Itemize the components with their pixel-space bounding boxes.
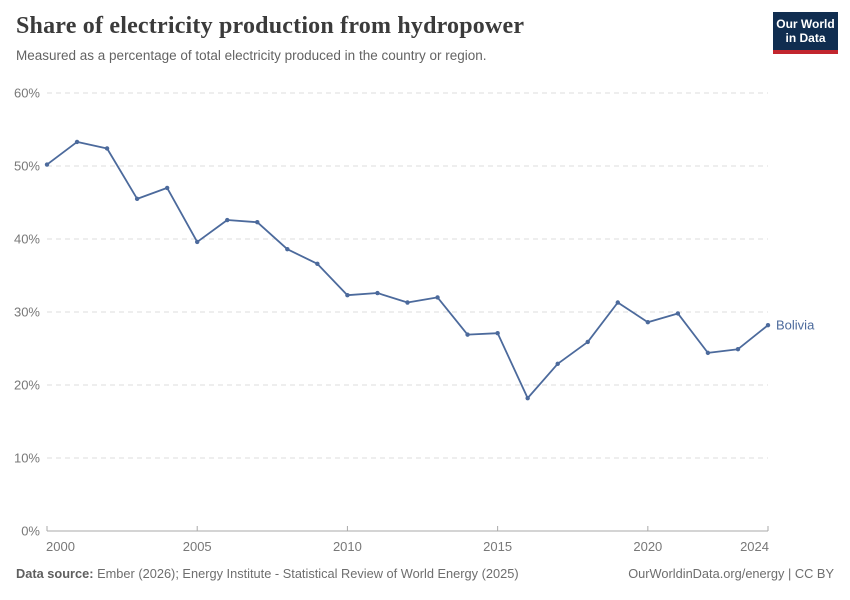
data-point[interactable] (465, 332, 470, 337)
data-point[interactable] (705, 350, 711, 356)
series-label[interactable]: Bolivia (776, 318, 815, 333)
y-axis-label: 40% (14, 232, 40, 247)
data-point[interactable] (615, 300, 620, 305)
data-point[interactable] (735, 347, 741, 352)
series-line[interactable] (46, 141, 769, 400)
data-point[interactable] (645, 320, 651, 325)
data-point[interactable] (555, 361, 560, 367)
data-point[interactable] (495, 330, 500, 336)
data-source-label: Data source: (16, 566, 94, 581)
x-axis-label: 2010 (333, 539, 362, 554)
chart-subtitle: Measured as a percentage of total electr… (16, 47, 487, 63)
data-point[interactable] (74, 139, 80, 145)
data-source: Data source: Ember (2026); Energy Instit… (16, 566, 519, 581)
data-point[interactable] (345, 293, 350, 298)
data-point[interactable] (375, 290, 380, 296)
x-axis-label: 2015 (483, 539, 512, 554)
chart-header: Share of electricity production from hyd… (16, 12, 838, 63)
y-axis-label: 60% (14, 86, 40, 101)
data-point[interactable] (525, 395, 530, 401)
data-point[interactable] (44, 162, 50, 167)
data-point[interactable] (225, 217, 230, 223)
data-point[interactable] (765, 322, 771, 328)
data-point[interactable] (585, 339, 590, 345)
data-point[interactable] (405, 300, 410, 305)
line-chart[interactable]: 0% 10% 20% 30% 40% 50% 60% 2000 2005 2010 2015 2020… (0, 80, 850, 555)
x-axis-label: 2024 (740, 539, 769, 554)
data-point[interactable] (104, 146, 110, 151)
title-block: Share of electricity production from hyd… (16, 12, 524, 63)
data-point[interactable] (255, 220, 260, 225)
license-link[interactable]: OurWorldinData.org/energy | CC BY (628, 566, 834, 581)
data-point[interactable] (315, 261, 320, 267)
data-point[interactable] (195, 239, 200, 245)
owid-logo[interactable]: Our World in Data (773, 12, 838, 54)
x-axis-label: 2005 (183, 539, 212, 554)
y-axis-label: 30% (14, 305, 40, 320)
x-axis-label: 2020 (633, 539, 662, 554)
logo-line2: in Data (785, 31, 826, 45)
y-axis-label: 0% (21, 524, 40, 539)
y-axis-label: 20% (14, 378, 40, 393)
data-point[interactable] (285, 247, 290, 252)
data-source-text: Ember (2026); Energy Institute - Statist… (93, 566, 519, 581)
data-point[interactable] (435, 295, 440, 300)
page-title: Share of electricity production from hyd… (16, 13, 525, 39)
y-axis-label: 50% (14, 159, 40, 174)
data-point[interactable] (164, 185, 170, 191)
logo-line1: Our World (776, 16, 835, 31)
chart-footer: Data source: Ember (2026); Energy Instit… (16, 566, 834, 581)
data-point[interactable] (134, 196, 140, 202)
data-point[interactable] (675, 311, 681, 316)
y-axis-label: 10% (14, 451, 40, 466)
x-axis-label: 2000 (46, 539, 75, 554)
